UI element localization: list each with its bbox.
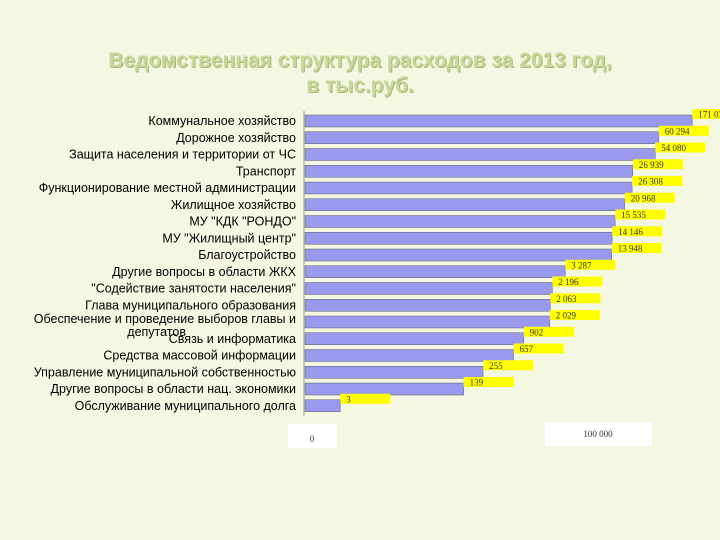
x-tick-box-1 xyxy=(545,422,652,446)
category-label: Управление муниципальной собственностью xyxy=(34,365,296,379)
category-label: Жилищное хозяйство xyxy=(171,198,296,212)
value-label-box xyxy=(692,109,720,119)
bar xyxy=(304,165,634,178)
category-label: МУ "КДК "РОНДО" xyxy=(189,215,296,229)
value-label: 171 030 xyxy=(698,110,720,120)
bar xyxy=(304,198,625,211)
value-label-box xyxy=(550,293,601,304)
category-label: Дорожное хозяйство xyxy=(176,131,296,145)
x-tick-box-0 xyxy=(288,424,337,448)
category-label: Другие вопросы в области ЖКХ xyxy=(112,265,296,279)
category-label: Средства массовой информации xyxy=(103,349,296,363)
category-label: Обслуживание муниципального долга xyxy=(75,399,296,413)
value-label: 54 080 xyxy=(661,143,686,153)
value-label-box xyxy=(513,343,564,354)
value-label: 60 294 xyxy=(665,126,690,136)
x-tick-label: 0 xyxy=(310,434,315,444)
value-label: 2 063 xyxy=(556,294,577,304)
bar xyxy=(304,181,633,195)
value-label-box xyxy=(632,176,683,186)
category-label: Функционирование местной администрации xyxy=(39,181,296,195)
value-label-box xyxy=(340,393,391,404)
value-label-box xyxy=(632,159,683,170)
value-label-box xyxy=(463,377,514,387)
value-label-box xyxy=(523,326,574,337)
bar xyxy=(304,248,612,262)
bar xyxy=(304,265,566,278)
value-label-box xyxy=(655,142,706,153)
bar xyxy=(304,131,659,144)
value-label: 2 029 xyxy=(556,311,577,321)
bar xyxy=(304,315,550,329)
value-label-box xyxy=(615,209,666,220)
bar xyxy=(304,366,484,379)
category-label: МУ "Жилищный центр" xyxy=(162,231,296,245)
bar xyxy=(304,382,464,396)
category-label: Связь и информатика xyxy=(169,332,296,346)
bar xyxy=(304,148,656,161)
value-label-box xyxy=(565,259,616,270)
bar xyxy=(304,232,613,245)
bar xyxy=(304,282,553,295)
value-label-box xyxy=(624,192,675,203)
category-label: "Содействие занятости населения" xyxy=(91,282,296,296)
bar xyxy=(304,114,693,128)
value-label: 657 xyxy=(519,344,533,354)
value-label-box xyxy=(612,226,663,237)
category-label: Благоустройство xyxy=(198,248,296,262)
bar xyxy=(304,299,551,312)
value-label: 14 146 xyxy=(618,227,643,237)
bar xyxy=(304,215,616,228)
value-label-box xyxy=(658,125,709,136)
value-label: 902 xyxy=(530,327,544,337)
value-label: 2 196 xyxy=(558,277,579,287)
value-label: 26 308 xyxy=(638,177,663,187)
category-label: Другие вопросы в области нац. экономики xyxy=(51,382,296,396)
value-label: 139 xyxy=(470,378,484,388)
bar xyxy=(304,332,524,345)
category-label: Обеспечение и проведение выборов главы и… xyxy=(34,312,296,339)
bar xyxy=(304,349,514,362)
value-label-box xyxy=(552,276,603,287)
value-label: 3 xyxy=(346,394,351,404)
x-tick-label: 100 000 xyxy=(583,429,613,439)
value-label: 26 939 xyxy=(639,160,664,170)
value-label: 255 xyxy=(489,361,503,371)
value-label: 13 948 xyxy=(618,244,643,254)
value-label: 20 968 xyxy=(631,193,656,203)
category-label: Коммунальное хозяйство xyxy=(148,114,296,128)
value-label: 15 535 xyxy=(621,210,646,220)
slide-title: Ведомственная структура расходов за 2013… xyxy=(0,48,720,98)
value-label-box xyxy=(549,310,600,320)
category-label: Защита населения и территории от ЧС xyxy=(69,148,296,162)
category-label: Глава муниципального образования xyxy=(85,298,296,312)
value-label-box xyxy=(611,243,662,253)
value-label-box xyxy=(483,360,534,371)
bar xyxy=(304,399,341,412)
category-label: Транспорт xyxy=(236,164,296,178)
value-label: 3 287 xyxy=(571,260,592,270)
title-line-2: в тыс.руб. xyxy=(306,74,414,98)
title-line-1: Ведомственная структура расходов за 2013… xyxy=(108,49,612,72)
